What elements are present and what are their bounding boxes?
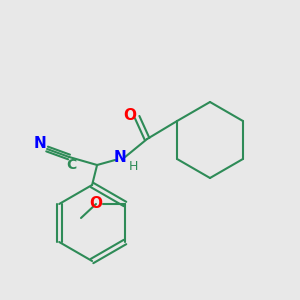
Text: O: O xyxy=(124,107,136,122)
Text: H: H xyxy=(128,160,138,173)
Text: N: N xyxy=(114,149,127,164)
Text: O: O xyxy=(89,196,103,211)
Text: N: N xyxy=(34,136,46,152)
Text: C: C xyxy=(66,158,76,172)
